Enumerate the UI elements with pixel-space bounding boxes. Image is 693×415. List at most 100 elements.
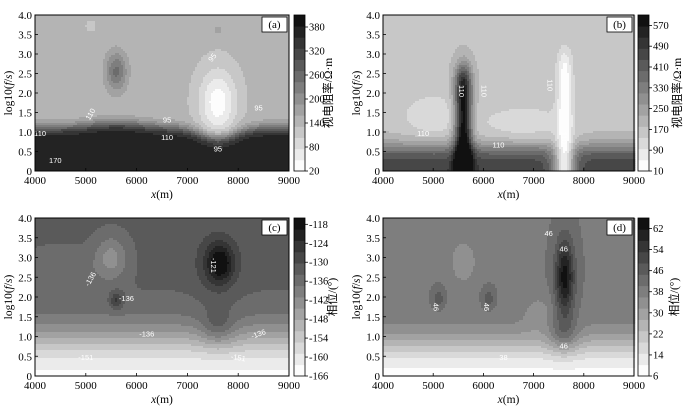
colorbar-swatch [294,365,305,377]
y-tick-label: 1.5 [366,108,380,120]
colorbar-tick-label: 22 [653,329,664,340]
y-tick-label: 0 [27,166,33,178]
colorbar-swatch [294,93,305,105]
x-tick-label: 6000 [472,175,495,187]
contour-label: 110 [457,85,466,97]
y-tick-label: 1.0 [18,332,32,344]
colorbar-tick-label: 10 [653,167,664,178]
y-tick-label: 4.0 [18,213,32,225]
colorbar-swatch [638,353,649,365]
colorbar-swatch [294,149,305,161]
y-tick-label: 2.0 [366,88,380,100]
y-axis-label: log10(f/s) [351,274,363,319]
y-tick-label: 0.5 [18,351,32,363]
colorbar-swatch [638,308,649,320]
y-tick-label: 3.5 [366,30,380,42]
colorbar-swatch [294,15,305,27]
colorbar-label: 视电阻率/Ω·m [670,58,684,129]
colorbar-swatch [638,218,649,230]
contour-label: 46 [560,341,568,350]
colorbar-swatch [638,229,649,241]
colorbar-tick-label: -124 [309,239,329,250]
colorbar-swatch [638,263,649,275]
colorbar-label: 视电阻率/Ω·m [321,58,335,129]
x-tick-label: 9000 [278,175,301,187]
colorbar-swatch [638,297,649,309]
colorbar-tick-label: 570 [653,21,669,32]
colorbar-tick-label: -136 [309,277,328,288]
colorbar-swatch [638,15,649,27]
contour-label: 110 [161,133,173,142]
colorbar-swatch [294,353,305,365]
y-tick-label: 3.0 [18,49,32,61]
y-axis-label: log10(f/s) [3,274,15,319]
colorbar-tick-label: 54 [653,245,664,256]
colorbar-tick-label: 14 [653,350,664,361]
colorbar-tick-label: 320 [309,47,325,58]
contour-label: -136 [119,294,134,303]
colorbar-tick-label: 330 [653,83,669,94]
colorbar-tick-label: 6 [653,372,658,383]
colorbar-swatch [294,320,305,332]
x-tick-label: 6000 [472,380,495,392]
y-tick-label: 3.0 [366,253,380,265]
colorbar-label: 相位/(°) [667,278,681,317]
x-tick-label: 9000 [623,175,646,187]
colorbar-swatch [294,48,305,60]
colorbar-tick-label: 80 [309,143,320,154]
colorbar-swatch [294,37,305,49]
panel-title: (b) [613,19,626,31]
colorbar-tick-label: 30 [653,308,664,319]
contour-label: 46 [560,245,568,254]
colorbar-tick-label: -130 [309,258,328,269]
colorbar-tick-label: 490 [653,42,669,53]
colorbar-tick-label: 38 [653,287,664,298]
panel-label: (a) [262,17,287,32]
contour-label: 110 [546,79,555,91]
colorbar-swatch [638,115,649,127]
colorbar-swatch [294,308,305,320]
y-tick-label: 4.0 [18,10,32,22]
x-tick-label: 6000 [126,380,149,392]
colorbar-tick-label: 250 [653,104,669,115]
contour-label: 110 [479,85,488,97]
colorbar-swatch [294,218,305,230]
y-tick-label: 1.0 [366,127,380,139]
colorbar-swatch [638,93,649,105]
x-tick-label: 9000 [278,380,301,392]
colorbar: -118-124-130-136-142-148-154-160-166相位/(… [294,218,339,383]
x-tick-label: 5000 [422,380,445,392]
contour-field [35,218,289,376]
colorbar-swatch [638,37,649,49]
y-tick-label: 2.0 [18,88,32,100]
colorbar-swatch [294,263,305,275]
colorbar-swatch [294,331,305,343]
colorbar-tick-label: -118 [309,220,328,231]
x-axis-label: x(m) [497,189,520,201]
y-tick-label: 0 [375,371,381,383]
panel-title: (c) [268,222,281,234]
colorbar-swatch [294,297,305,309]
colorbar-tick-label: -148 [309,315,328,326]
y-tick-label: 3.5 [18,233,32,245]
y-axis-label: log10(f/s) [351,70,363,115]
y-tick-label: 0.5 [366,351,380,363]
x-tick-label: 7000 [176,175,199,187]
contour-label: 95 [254,104,262,113]
x-tick-label: 8000 [573,380,596,392]
y-tick-label: 2.5 [18,272,32,284]
colorbar-swatch [638,286,649,298]
x-tick-label: 5000 [422,175,445,187]
colorbar-swatch [294,252,305,264]
x-tick-label: 8000 [227,175,250,187]
colorbar-swatch [294,160,305,172]
y-tick-label: 1.5 [18,312,32,324]
y-tick-label: 3.0 [366,49,380,61]
contour-label: 95 [163,115,171,124]
colorbar-swatch [638,331,649,343]
contour-label: 38 [499,353,507,362]
